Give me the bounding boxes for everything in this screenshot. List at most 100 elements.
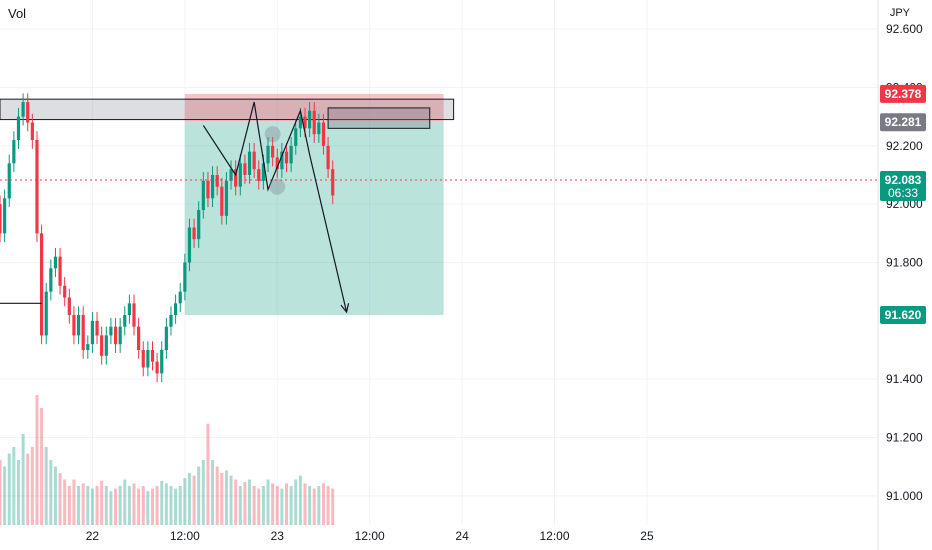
volume-bar — [104, 486, 108, 525]
volume-bar — [294, 479, 298, 525]
candle-body — [3, 198, 7, 234]
candle-body — [174, 303, 178, 315]
volume-bar — [160, 480, 164, 525]
volume-bar — [58, 473, 62, 525]
volume-bar — [248, 479, 252, 525]
volume-bar — [183, 478, 187, 525]
candle-body — [7, 163, 11, 199]
volume-bar — [317, 486, 321, 525]
candle-body — [266, 145, 270, 164]
volume-bar — [275, 486, 279, 525]
volume-bar — [12, 447, 16, 525]
x-tick-label: 12:00 — [170, 529, 200, 543]
price-tag — [880, 306, 926, 324]
volume-bar — [3, 466, 7, 525]
candle-body — [206, 180, 210, 199]
candle-body — [303, 116, 307, 129]
candle-body — [192, 227, 196, 240]
volume-bar — [252, 486, 256, 525]
volume-bar — [0, 460, 2, 525]
pattern-marker — [269, 178, 286, 195]
volume-bar — [53, 466, 57, 525]
candle-body — [146, 350, 150, 368]
volume-bar — [7, 453, 11, 525]
volume-bar — [44, 447, 48, 525]
volume-bar — [321, 483, 325, 525]
volume-bar — [63, 479, 67, 525]
volume-bar — [197, 466, 201, 525]
candle-body — [86, 344, 90, 350]
candle-body — [183, 262, 187, 292]
candle-body — [109, 326, 113, 336]
candle-body — [238, 163, 242, 187]
candle-body — [39, 233, 44, 336]
candle-body — [317, 122, 321, 135]
candle-body — [275, 157, 279, 170]
x-tick-label: 22 — [86, 529, 100, 543]
y-tick-label: 91.800 — [886, 256, 923, 270]
candle-body — [26, 102, 30, 123]
volume-bar — [243, 482, 247, 525]
price-axis: 91.00091.20091.40091.80092.00092.20092.4… — [877, 0, 923, 550]
candle-body — [312, 110, 316, 135]
y-tick-label: 91.400 — [886, 372, 923, 386]
volume-bar — [77, 486, 81, 525]
volume-bars — [0, 395, 335, 525]
resistance-zone — [0, 98, 455, 121]
x-tick-label: 24 — [455, 529, 469, 543]
candle-body — [220, 186, 224, 216]
candle-body — [187, 227, 192, 263]
volume-bar — [312, 488, 316, 525]
candle-body — [229, 169, 233, 181]
candle-body — [284, 151, 289, 164]
currency-label: JPY — [889, 7, 910, 19]
volume-bar — [146, 491, 150, 525]
volume-bar — [261, 486, 265, 525]
volume-bar — [280, 488, 284, 525]
candle-body — [95, 320, 99, 336]
volume-bar — [192, 475, 196, 525]
x-tick-label: 12:00 — [355, 529, 385, 543]
volume-bar — [86, 486, 90, 525]
volume-bar — [127, 486, 131, 525]
candle-body — [100, 335, 104, 356]
candle-body — [53, 256, 58, 269]
candle-body — [326, 145, 330, 170]
price-tag-label: 92.281 — [885, 115, 922, 129]
volume-bar — [206, 423, 210, 525]
candle-body — [49, 268, 53, 292]
volume-bar — [21, 434, 25, 525]
arrow-head — [340, 303, 350, 314]
candle-body — [0, 204, 2, 234]
volume-legend-label: Vol — [8, 6, 27, 21]
candle-body — [137, 326, 141, 350]
candle-body — [164, 326, 168, 350]
volume-bar — [109, 491, 113, 525]
candle-body — [178, 291, 182, 304]
candle-body — [280, 151, 284, 170]
y-tick-label: 92.600 — [886, 22, 923, 36]
volume-bar — [141, 486, 145, 525]
volume-bar — [16, 460, 20, 525]
candle-body — [271, 145, 275, 158]
candle-body — [58, 256, 62, 286]
volume-bar — [81, 483, 85, 525]
volume-bar — [150, 488, 154, 525]
x-tick-label: 12:00 — [540, 529, 570, 543]
volume-bar — [257, 488, 261, 525]
candle-body — [72, 315, 76, 336]
volume-bar — [72, 479, 76, 525]
volume-bar — [238, 486, 242, 525]
candle-body — [257, 169, 261, 181]
candle-body — [104, 335, 108, 356]
candle-body — [127, 303, 131, 315]
candle-body — [67, 297, 71, 315]
candle-body — [30, 122, 34, 140]
candle-body — [44, 291, 48, 336]
volume-bar — [224, 470, 228, 525]
candle-body — [243, 163, 247, 175]
drawings — [0, 101, 878, 314]
candle-body — [261, 163, 265, 181]
candle-body — [141, 350, 145, 368]
